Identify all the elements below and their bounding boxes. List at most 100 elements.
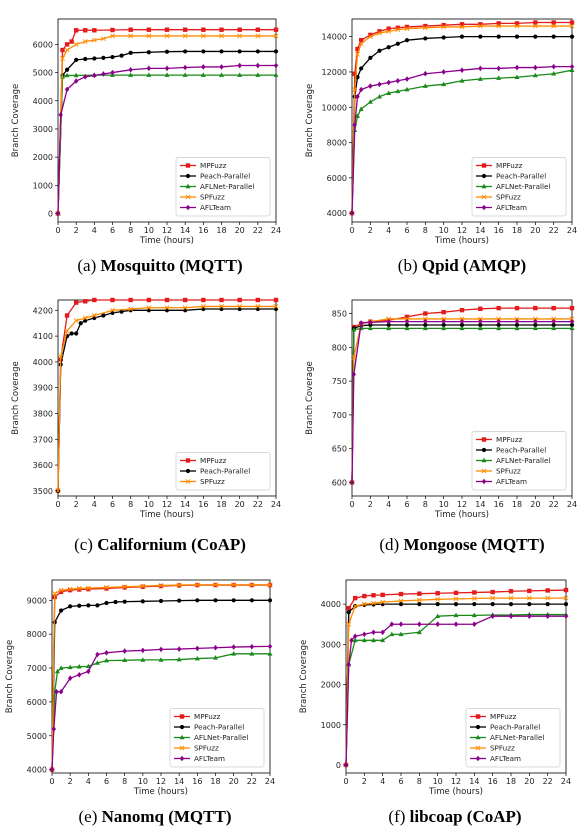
data-point-aflnet-parallel [67,664,73,670]
y-tick-label: 750 [332,377,347,386]
data-point-spfuzz [52,591,58,596]
data-point-spfuzz [508,595,514,601]
data-point-peach-parallel [158,598,164,604]
data-point-aflteam [371,629,376,636]
data-point-aflnet-parallel-legend [185,183,191,189]
data-point-aflteam [545,613,550,619]
data-point-spfuzz [441,24,447,30]
data-point-spfuzz [67,586,73,592]
data-point-spfuzz [471,596,477,601]
x-tick-label: 2 [74,500,79,509]
data-point-aflnet-parallel [422,325,428,331]
data-point-peach-parallel [514,322,520,328]
y-tick-label: 9000 [27,596,47,605]
series-line-spfuzz [345,597,566,765]
data-point-peach-parallel [101,55,106,61]
data-point-spfuzz [267,582,273,588]
data-point-peach-parallel [398,602,404,607]
data-point-peach-parallel [146,50,151,55]
series-line-mpfuzz [345,589,567,765]
data-point-spfuzz [416,597,422,603]
data-point-spfuzz [219,33,224,39]
data-point-aflteam [362,631,367,638]
data-point-spfuzz [231,582,237,588]
data-point-peach-parallel [183,49,188,54]
data-point-spfuzz [182,33,188,39]
data-point-mpfuzz [362,593,367,599]
data-point-mpfuzz [527,588,532,594]
x-tick-label: 24 [567,500,577,509]
x-tick-label: 6 [404,226,409,235]
data-point-aflnet-parallel [85,663,91,669]
data-point-mpfuzz [164,297,170,303]
data-point-aflteam [514,318,520,325]
data-point-aflnet-parallel [64,72,70,78]
data-point-aflteam [95,651,100,658]
data-point-mpfuzz [60,47,65,53]
data-point-peach-parallel [508,602,514,607]
panel-title: Nanomq (MQTT) [102,807,232,826]
coverage-chart-5: 0 2 4 6 8 10 12 14 16 18 20 22 244000500060007000800… [5,579,275,797]
data-point-aflteam [533,318,538,325]
x-tick-label: 22 [253,500,263,509]
data-point-aflnet-parallel [249,651,255,656]
data-point-mpfuzz [417,591,422,596]
x-tick-label: 14 [174,777,184,786]
data-point-mpfuzz [358,37,364,43]
data-point-aflteam [472,621,477,628]
data-point-spfuzz [182,305,188,311]
legend-label-mpfuzz: MPFuzz [496,161,523,170]
x-tick-label: 22 [543,777,553,786]
data-point-peach-parallel [435,602,440,607]
data-point-aflnet-parallel-legend [179,734,185,740]
x-tick-label: 16 [494,226,504,235]
data-point-spfuzz [82,39,88,44]
y-tick-label: 3500 [33,487,53,496]
data-point-mpfuzz [64,42,70,47]
data-point-peach-parallel [423,322,428,328]
coverage-chart-3: 0 2 4 6 8 10 12 14 16 18 20 22 243500360037003800390… [11,297,281,520]
data-point-spfuzz-legend [481,468,487,474]
x-tick-label: 10 [439,500,449,509]
x-tick-label: 20 [530,226,540,235]
data-point-spfuzz [398,598,404,604]
data-point-spfuzz [73,318,79,324]
data-point-aflnet-parallel [355,113,360,118]
x-axis-label: Time (hours) [434,510,489,520]
data-point-spfuzz [104,585,109,590]
data-point-spfuzz [422,25,428,31]
data-point-aflteam [404,318,410,325]
data-point-aflnet-parallel [386,90,392,95]
x-tick-label: 0 [343,777,348,786]
data-point-aflnet-parallel [237,72,243,77]
legend-label-aflnet-parallel: AFLNet-Parallel [194,733,248,742]
x-tick-label: 0 [349,500,354,509]
legend-label-aflteam: AFLTeam [194,754,225,763]
data-point-peach-parallel-legend [185,468,191,474]
data-point-aflnet-parallel [453,612,459,618]
data-point-aflteam [77,672,82,678]
y-tick-label: 0 [336,761,341,770]
data-point-peach-parallel [74,331,79,336]
y-tick-label: 800 [332,343,347,352]
data-point-aflnet-parallel [158,657,164,662]
legend-label-peach-parallel: Peach-Parallel [496,446,546,455]
data-point-aflteam [377,81,382,88]
data-point-aflteam [386,318,391,325]
data-point-peach-parallel [472,602,477,607]
data-point-aflnet-parallel [569,67,575,72]
data-point-spfuzz [176,582,182,588]
x-tick-label: 24 [561,777,571,786]
data-point-peach-parallel [386,322,391,328]
data-point-aflnet-parallel [351,327,357,332]
panel-letter: (d) [379,535,403,554]
x-tick-label: 20 [235,226,245,235]
data-point-mpfuzz [453,590,459,596]
x-tick-label: 14 [475,500,485,509]
data-point-spfuzz [146,33,152,39]
data-point-aflnet-parallel [255,72,261,77]
data-point-mpfuzz [508,589,514,594]
x-tick-label: 0 [55,500,60,509]
data-point-aflteam [527,613,532,619]
data-point-mpfuzz [355,46,360,52]
